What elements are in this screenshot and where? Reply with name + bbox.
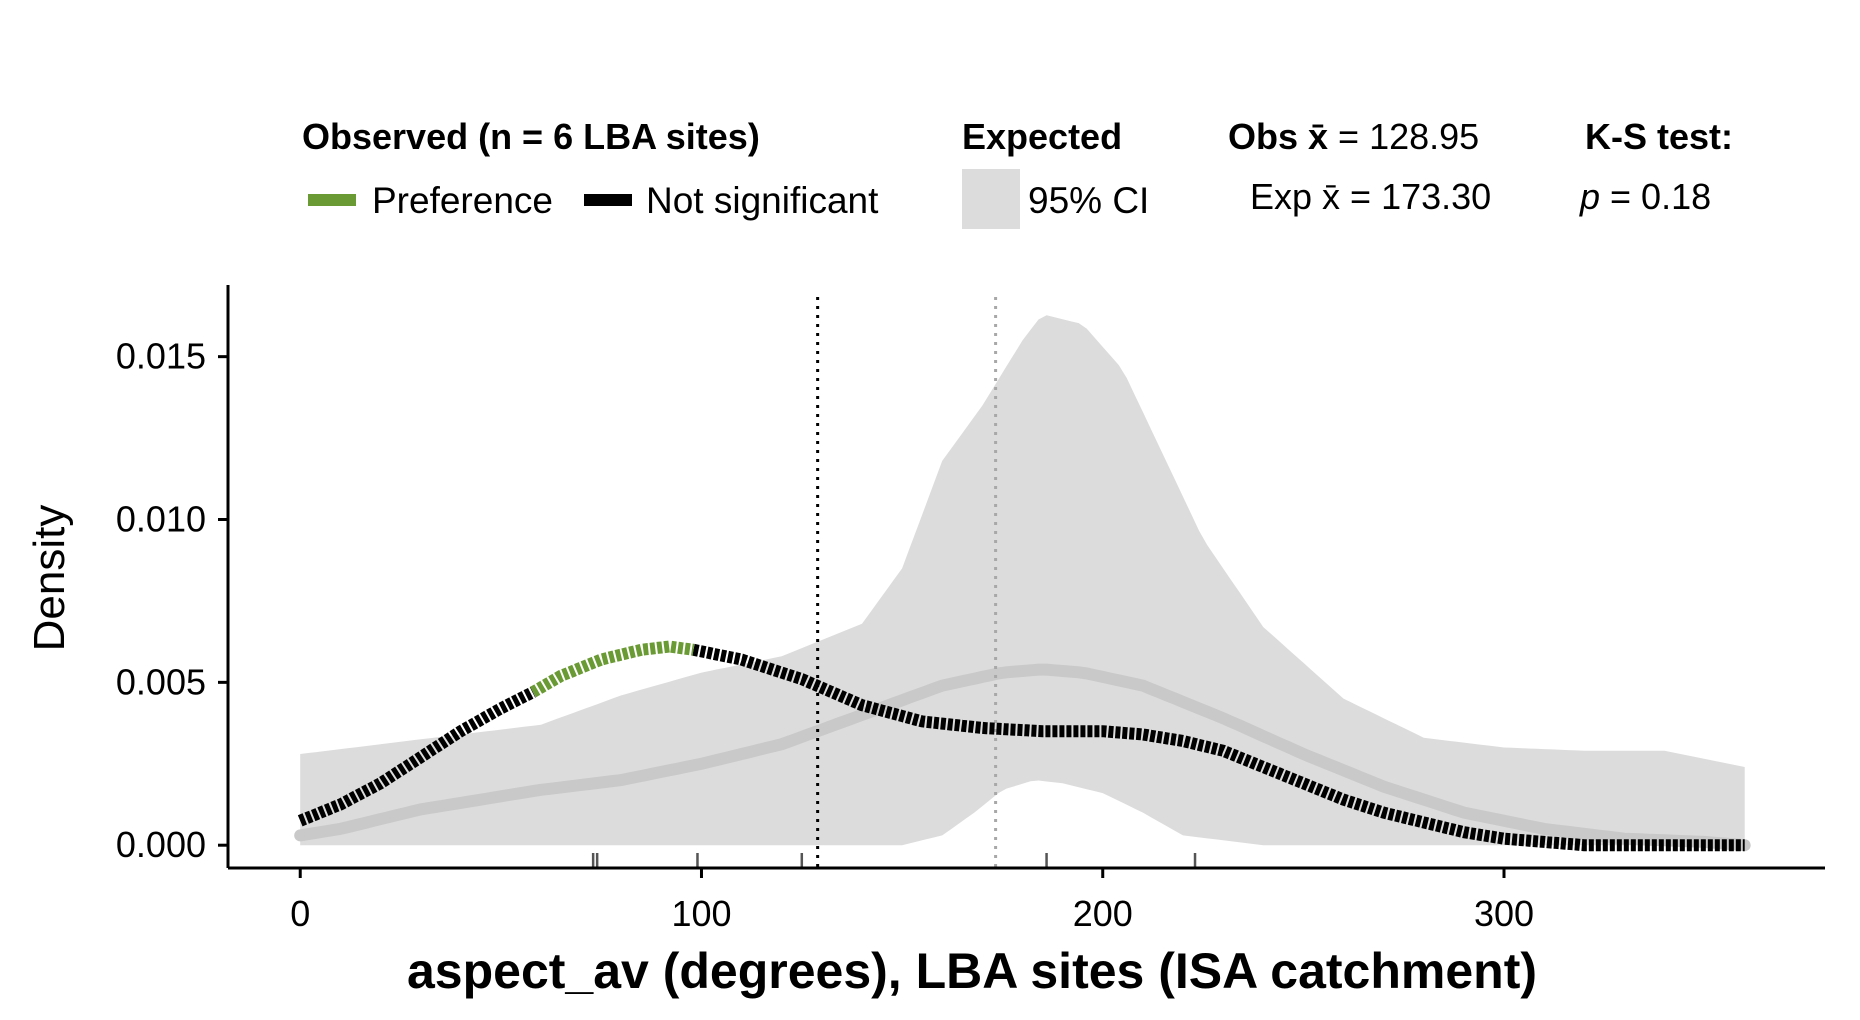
legend-ci-swatch	[962, 169, 1020, 229]
observed-density-not-significant-right	[692, 643, 1745, 852]
axes-layer: 0.000 0.005 0.010 0.015 0 100 200 300	[116, 285, 1825, 934]
legend-expected-title: Expected	[962, 116, 1122, 157]
observed-density-layer	[297, 640, 1745, 852]
y-tick-label: 0.010	[116, 499, 206, 540]
legend-preference-label: Preference	[372, 180, 553, 221]
y-tick-label: 0.000	[116, 824, 206, 865]
legend-ks-p: p = 0.18	[1579, 176, 1711, 217]
legend-exp-mean: Exp x̄ = 173.30	[1250, 176, 1491, 217]
rug-layer	[591, 853, 1197, 868]
legend-observed-title: Observed (n = 6 LBA sites)	[302, 116, 760, 157]
legend-obs-mean: Obs x̄ = 128.95	[1228, 116, 1479, 157]
expected-density-layer	[294, 663, 1751, 852]
x-axis-title: aspect_av (degrees), LBA sites (ISA catc…	[407, 943, 1537, 999]
x-tick-label: 100	[671, 893, 731, 934]
legend-preference-swatch	[308, 194, 356, 206]
legend-ci-label: 95% CI	[1028, 180, 1149, 221]
y-tick-label: 0.015	[116, 336, 206, 377]
y-tick-label: 0.005	[116, 661, 206, 702]
x-tick-label: 300	[1474, 893, 1534, 934]
observed-density-preference	[530, 640, 695, 698]
legend: Observed (n = 6 LBA sites) Preference No…	[302, 116, 1733, 229]
y-axis-title: Density	[25, 505, 74, 652]
legend-not-significant-label: Not significant	[646, 180, 879, 221]
ci-band-layer	[300, 315, 1745, 846]
x-tick-label: 0	[290, 893, 310, 934]
expected-density-line	[294, 663, 1751, 852]
legend-not-significant-swatch	[584, 194, 632, 206]
legend-ks-title: K-S test:	[1585, 116, 1733, 157]
x-tick-label: 200	[1073, 893, 1133, 934]
ci-band	[300, 315, 1745, 846]
